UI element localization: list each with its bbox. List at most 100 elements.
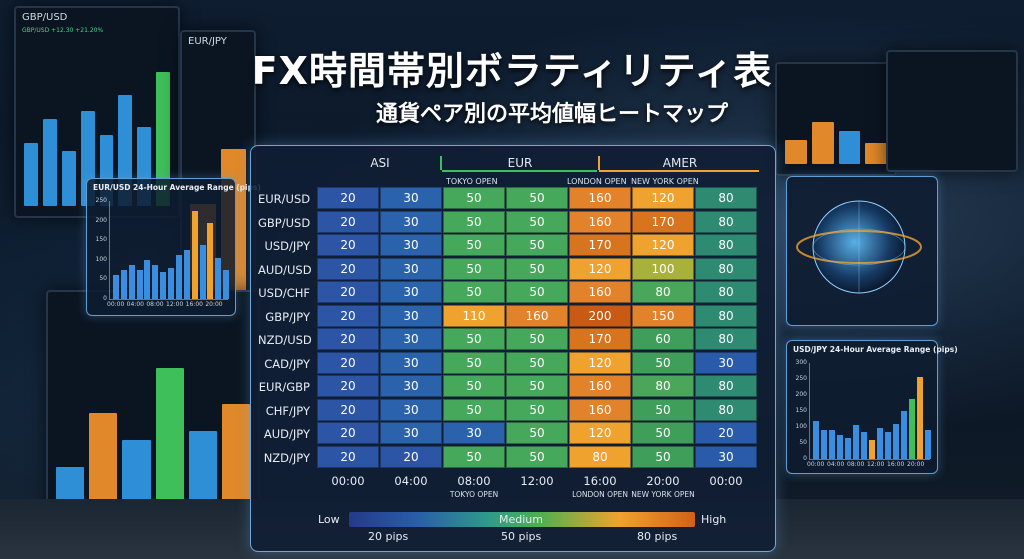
heatmap-cell: 50 <box>443 187 505 209</box>
chart-bar <box>128 264 135 299</box>
monitor-left-bottom <box>46 290 260 524</box>
chart-bar <box>885 432 891 459</box>
chart-bar <box>207 222 214 299</box>
heatmap-cell: 160 <box>506 304 568 327</box>
heatmap-cell: 80 <box>695 281 757 303</box>
heatmap-cell: 170 <box>569 234 631 256</box>
time-label: 00:00 <box>709 474 743 488</box>
heatmap-cell: 200 <box>569 304 631 327</box>
legend-medium: Medium <box>499 513 543 526</box>
y-tick: 100 <box>95 255 107 263</box>
chart-bar <box>917 377 923 459</box>
heatmap-cell: 50 <box>632 351 694 374</box>
chart-bar <box>877 428 883 459</box>
time-event-label: LONDON OPEN <box>572 490 628 499</box>
heatmap-cell: 50 <box>506 351 568 374</box>
legend-low: Low <box>318 513 340 526</box>
heatmap-cell: 100 <box>632 257 694 280</box>
heatmap-cell: 50 <box>443 328 505 350</box>
heatmap-cell: 120 <box>569 257 631 280</box>
heatmap-cell: 80 <box>695 304 757 327</box>
y-tick: 50 <box>99 275 107 283</box>
y-tick: 150 <box>95 236 107 244</box>
chart-bar <box>191 210 198 299</box>
eurusd-range-card: EUR/USD 24-Hour Average Range (pips) 250… <box>86 178 261 316</box>
chart-bar <box>175 254 182 299</box>
y-tick: 200 <box>795 391 807 398</box>
heatmap-cell: 50 <box>443 398 505 421</box>
heatmap-cell: 120 <box>632 187 694 209</box>
time-label: 08:00 <box>457 474 491 488</box>
page-subtitle: 通貨ペア別の平均値幅ヒートマップ <box>375 102 728 127</box>
heatmap-cell: 20 <box>317 257 379 280</box>
chart-bar <box>160 271 167 299</box>
chart-bar <box>120 269 127 299</box>
y-tick: 50 <box>799 439 807 446</box>
heatmap-cell: 80 <box>695 375 757 397</box>
heatmap-cell: 120 <box>569 351 631 374</box>
session-underline-eur <box>442 170 597 172</box>
monitor-right-top <box>775 62 897 176</box>
heatmap-cell: 20 <box>317 422 379 444</box>
pair-label: AUD/JPY <box>263 427 310 441</box>
chart-bar <box>861 432 867 459</box>
time-label: 04:00 <box>394 474 428 488</box>
heatmap-cell: 50 <box>506 422 568 444</box>
event-tokyo-open: TOKYO OPEN <box>446 177 498 186</box>
heatmap-cell: 30 <box>380 422 442 444</box>
heatmap-cell: 160 <box>569 281 631 303</box>
pair-label: GBP/JPY <box>265 309 310 324</box>
heatmap-cell: 20 <box>317 375 379 397</box>
heatmap-cell: 110 <box>443 304 505 327</box>
chart-bar <box>113 274 119 299</box>
chart-bar <box>829 430 835 459</box>
heatmap-cell: 30 <box>380 281 442 303</box>
session-asi: ASI <box>370 156 390 170</box>
time-label: 00:00 <box>331 474 365 488</box>
heatmap-cell: 50 <box>506 187 568 209</box>
heatmap-cell: 50 <box>506 234 568 256</box>
y-tick: 0 <box>103 295 107 302</box>
heatmap-cell: 80 <box>695 187 757 209</box>
chart-bar <box>901 411 907 459</box>
pair-label: NZD/JPY <box>263 450 310 465</box>
usdjpy-range-card: USD/JPY 24-Hour Average Range (pips) 300… <box>786 340 958 474</box>
heatmap-cell: 50 <box>632 422 694 444</box>
x-tick: 12:00 <box>166 301 184 308</box>
chart-bar <box>223 269 230 299</box>
heatmap-cell: 50 <box>506 375 568 397</box>
y-tick: 200 <box>95 216 107 224</box>
plot-area <box>809 363 931 460</box>
heatmap-cell: 30 <box>380 398 442 421</box>
heatmap-cell: 30 <box>380 304 442 327</box>
heatmap-cell: 50 <box>506 445 568 468</box>
monitor-bars <box>56 332 251 512</box>
heatmap-cell: 50 <box>443 234 505 256</box>
chart-bar <box>845 437 851 459</box>
x-tick: 08:00 <box>847 461 865 468</box>
monitor-right-table <box>886 50 1018 172</box>
session-underline-amer <box>599 170 759 172</box>
heatmap-cell: 30 <box>380 351 442 374</box>
x-tick: 04:00 <box>126 301 144 308</box>
chart-bar <box>869 439 875 459</box>
legend-tick-50: 50 pips <box>501 530 542 543</box>
time-label: 20:00 <box>646 474 680 488</box>
pair-label: CAD/JPY <box>264 356 310 371</box>
page-title: FX時間帯別ボラティリティ表 <box>251 49 773 93</box>
heatmap-cell: 80 <box>569 445 631 468</box>
heatmap-cell: 30 <box>380 257 442 280</box>
heatmap-cell: 80 <box>695 234 757 256</box>
pair-label: EUR/USD <box>258 192 311 206</box>
chart-bar <box>168 267 175 299</box>
heatmap-cell: 30 <box>443 422 505 444</box>
heatmap-cell: 50 <box>632 398 694 421</box>
chart-bar <box>893 424 899 459</box>
time-label: 16:00 <box>583 474 617 488</box>
heatmap-cell: 50 <box>443 375 505 397</box>
heatmap-cell: 120 <box>632 234 694 256</box>
pair-label: EUR/GBP <box>258 380 310 394</box>
chart-bar <box>853 425 859 459</box>
y-tick: 250 <box>95 197 107 204</box>
heatmap-cell: 20 <box>317 328 379 350</box>
